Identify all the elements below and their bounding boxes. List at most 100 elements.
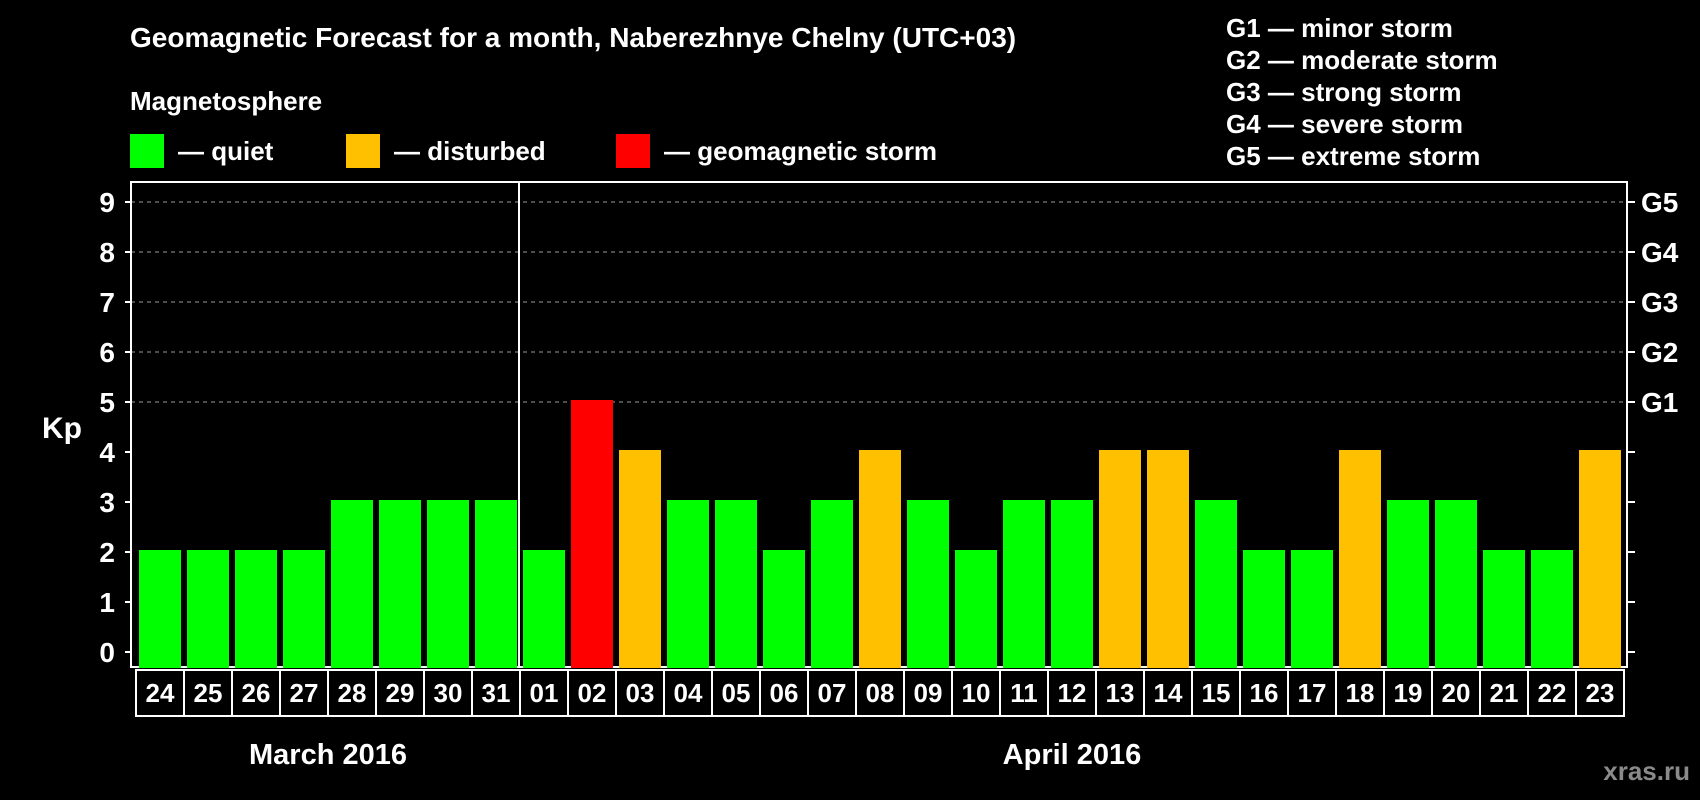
legend-label-disturbed: — disturbed [394, 135, 546, 166]
category-label-02: 02 [578, 678, 607, 708]
y-tick-label-7: 7 [99, 287, 115, 318]
bar-23 [1579, 450, 1621, 668]
legend-item-disturbed: — disturbed [346, 134, 546, 168]
category-label-23: 23 [1586, 678, 1615, 708]
y-tick-label-3: 3 [99, 487, 115, 518]
category-label-04: 04 [674, 678, 703, 708]
month-label-0: March 2016 [249, 739, 407, 771]
y-tick-label-4: 4 [99, 437, 115, 468]
category-label-27: 27 [290, 678, 319, 708]
chart-title: Geomagnetic Forecast for a month, Nabere… [130, 22, 1017, 53]
category-label-09: 09 [914, 678, 943, 708]
category-label-15: 15 [1202, 678, 1231, 708]
right-axis-label-g3: G3 [1641, 287, 1678, 318]
storm-level-g4: G4 — severe storm [1226, 109, 1464, 139]
right-axis-label-g5: G5 [1641, 187, 1678, 218]
category-label-10: 10 [962, 678, 991, 708]
bar-05 [715, 500, 757, 668]
bar-22 [1531, 550, 1573, 668]
category-label-12: 12 [1058, 678, 1087, 708]
category-label-28: 28 [338, 678, 367, 708]
category-label-29: 29 [386, 678, 415, 708]
bar-13 [1099, 450, 1141, 668]
category-label-03: 03 [626, 678, 655, 708]
bar-09 [907, 500, 949, 668]
category-label-13: 13 [1106, 678, 1135, 708]
y-tick-label-8: 8 [99, 237, 115, 268]
watermark: xras.ru [1603, 756, 1690, 786]
bar-07 [811, 500, 853, 668]
legend-swatch-disturbed [346, 134, 380, 168]
bar-08 [859, 450, 901, 668]
y-axis-label: Kp [42, 412, 82, 445]
category-label-25: 25 [194, 678, 223, 708]
category-label-21: 21 [1490, 678, 1519, 708]
category-label-11: 11 [1010, 678, 1038, 708]
category-label-06: 06 [770, 678, 799, 708]
y-tick-label-6: 6 [99, 337, 115, 368]
bar-31 [475, 500, 517, 668]
category-label-16: 16 [1250, 678, 1279, 708]
bar-03 [619, 450, 661, 668]
category-label-20: 20 [1442, 678, 1471, 708]
bar-17 [1291, 550, 1333, 668]
category-label-18: 18 [1346, 678, 1375, 708]
bar-18 [1339, 450, 1381, 668]
category-label-14: 14 [1154, 678, 1183, 708]
category-label-01: 01 [530, 678, 559, 708]
bar-21 [1483, 550, 1525, 668]
legend-label-storm: — geomagnetic storm [664, 135, 938, 166]
storm-level-g2: G2 — moderate storm [1226, 45, 1498, 75]
bar-25 [187, 550, 229, 668]
bar-04 [667, 500, 709, 668]
bar-27 [283, 550, 325, 668]
category-label-05: 05 [722, 678, 751, 708]
category-row-frame [135, 669, 1625, 717]
right-axis-label-g2: G2 [1641, 337, 1678, 368]
legend-title: Magnetosphere [130, 86, 323, 116]
category-label-07: 07 [818, 678, 847, 708]
bar-06 [763, 550, 805, 668]
bar-29 [379, 500, 421, 668]
category-label-19: 19 [1394, 678, 1423, 708]
y-tick-label-5: 5 [99, 387, 115, 418]
bar-16 [1243, 550, 1285, 668]
bar-28 [331, 500, 373, 668]
category-label-22: 22 [1538, 678, 1567, 708]
bar-20 [1435, 500, 1477, 668]
bar-12 [1051, 500, 1093, 668]
bar-24 [139, 550, 181, 668]
storm-level-g1: G1 — minor storm [1226, 13, 1453, 43]
legend-swatch-storm [616, 134, 650, 168]
storm-level-g5: G5 — extreme storm [1226, 141, 1481, 171]
right-axis-label-g4: G4 [1641, 237, 1679, 268]
bar-01 [523, 550, 565, 668]
category-label-08: 08 [866, 678, 895, 708]
y-tick-label-2: 2 [99, 537, 115, 568]
bar-11 [1003, 500, 1045, 668]
y-tick-label-9: 9 [99, 187, 115, 218]
bar-19 [1387, 500, 1429, 668]
category-label-30: 30 [434, 678, 463, 708]
y-tick-label-0: 0 [99, 637, 115, 668]
bar-02 [571, 400, 613, 668]
month-label-1: April 2016 [1003, 739, 1142, 771]
bar-14 [1147, 450, 1189, 668]
category-label-26: 26 [242, 678, 271, 708]
bar-15 [1195, 500, 1237, 668]
bar-30 [427, 500, 469, 668]
bar-26 [235, 550, 277, 668]
legend-swatch-quiet [130, 134, 164, 168]
legend-label-quiet: — quiet [178, 135, 274, 166]
category-label-24: 24 [146, 678, 175, 708]
legend-item-quiet: — quiet [130, 134, 273, 168]
legend-item-storm: — geomagnetic storm [616, 134, 937, 168]
storm-level-g3: G3 — strong storm [1226, 77, 1462, 107]
category-label-31: 31 [482, 678, 511, 708]
bar-10 [955, 550, 997, 668]
right-axis-label-g1: G1 [1641, 387, 1678, 418]
y-tick-label-1: 1 [99, 587, 115, 618]
storm-level-legend: G1 — minor storm G2 — moderate storm G3 … [1226, 12, 1498, 172]
category-label-17: 17 [1298, 678, 1327, 708]
